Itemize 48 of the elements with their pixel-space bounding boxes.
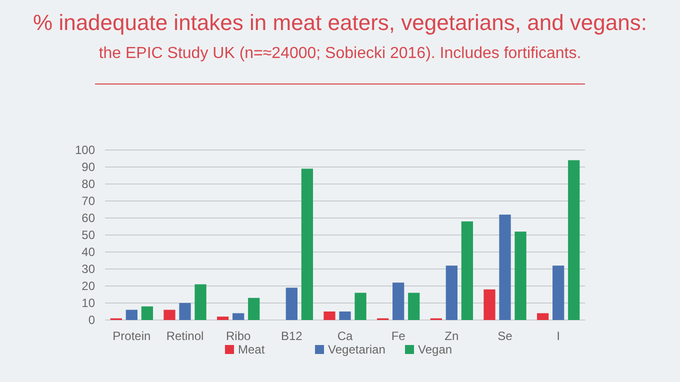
bar [301, 168, 313, 320]
y-tick-label: 60 [82, 211, 96, 226]
bar [232, 313, 244, 320]
legend-label: Vegetarian [328, 342, 386, 356]
bar [392, 282, 404, 320]
bar [248, 298, 260, 320]
bar [484, 289, 496, 320]
chart-subtitle: the EPIC Study UK (n=≈24000; Sobiecki 2016). Includes fortificants. [98, 45, 582, 62]
legend-label: Vegan [418, 342, 452, 356]
x-tick-label: Se [498, 329, 513, 343]
y-tick-label: 50 [82, 228, 96, 242]
bar [537, 313, 549, 320]
y-tick-label: 10 [82, 296, 96, 310]
bar [499, 214, 511, 320]
bar [194, 284, 206, 320]
bar [568, 160, 580, 320]
bar [126, 310, 138, 320]
bar [514, 232, 526, 320]
bar [552, 266, 564, 320]
bar [461, 221, 473, 320]
x-tick-label: Fe [391, 329, 406, 343]
x-tick-label: Retinol [166, 329, 204, 343]
y-tick-label: 80 [82, 177, 96, 192]
bar [141, 306, 153, 320]
y-tick-label: 90 [82, 160, 96, 174]
y-tick-label: 40 [82, 245, 96, 260]
y-tick-label: 0 [88, 313, 96, 328]
x-tick-label: Ca [337, 329, 353, 343]
bar [354, 292, 366, 320]
legend-label: Meat [238, 342, 266, 356]
bar [339, 312, 351, 320]
y-tick-label: 20 [82, 279, 96, 294]
bar [179, 303, 191, 320]
bar [286, 288, 298, 320]
bar [446, 266, 458, 320]
x-tick-label: B12 [280, 329, 303, 343]
x-tick-label: Ribo [226, 329, 251, 343]
bar [164, 310, 176, 320]
bar [324, 312, 336, 320]
y-tick-label: 30 [82, 262, 96, 276]
x-tick-label: Protein [112, 329, 151, 343]
y-tick-label: 100 [74, 143, 96, 158]
bar [217, 316, 229, 320]
x-tick-label: I [556, 329, 560, 343]
chart-title: % inadequate intakes in meat eaters, vegetarians, and vegans: [33, 10, 647, 35]
bar [408, 292, 420, 320]
x-tick-label: Zn [444, 329, 459, 343]
y-tick-label: 70 [82, 194, 96, 208]
